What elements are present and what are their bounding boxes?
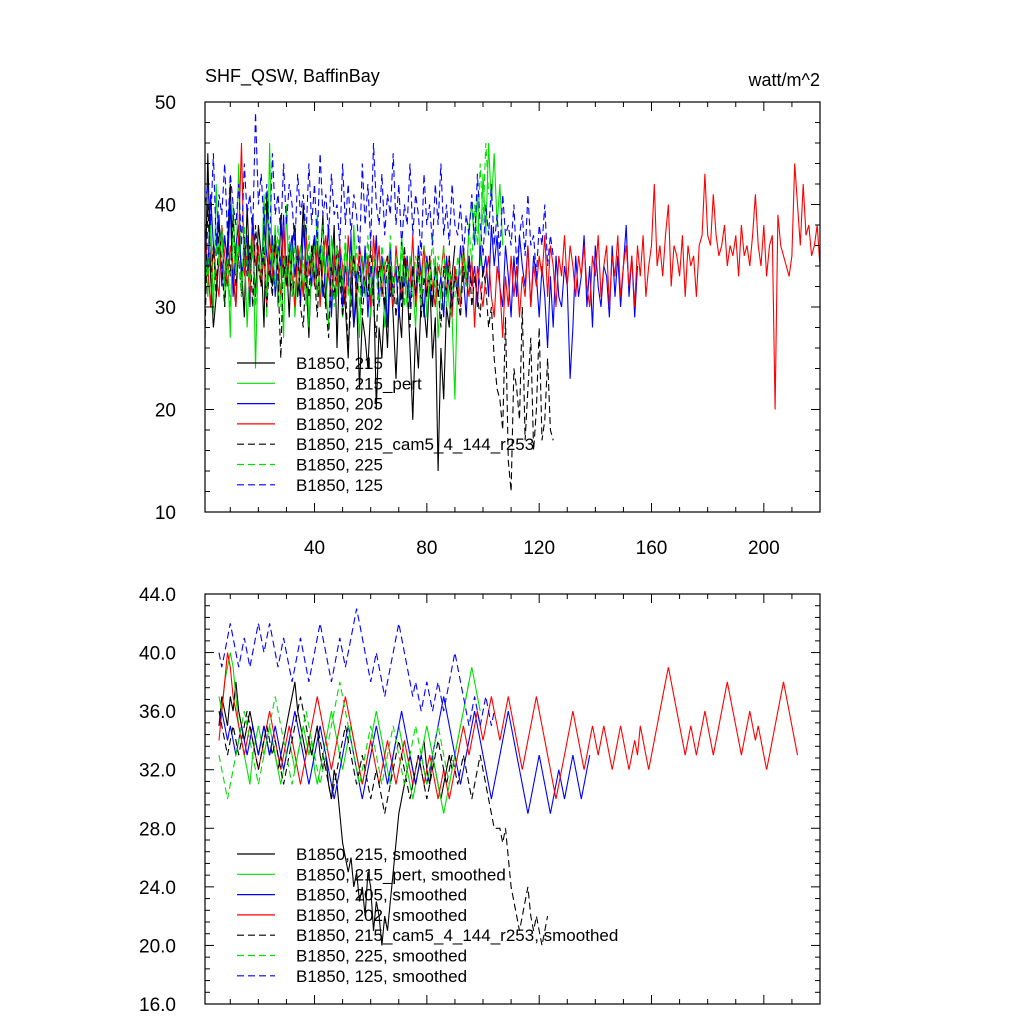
- y-tick-label: 10: [155, 503, 176, 524]
- legend-label: B1850, 205: [296, 395, 383, 414]
- series-line-b1850-125-smoothed: [218, 608, 495, 726]
- bottom-series-group: [218, 608, 799, 946]
- x-tick-label: 160: [636, 538, 668, 559]
- legend-label: B1850, 202, smoothed: [296, 906, 467, 925]
- legend-label: B1850, 205, smoothed: [296, 886, 467, 905]
- y-tick-label: 44.0: [139, 585, 176, 606]
- top-series-group: [204, 112, 821, 492]
- legend-label: B1850, 215: [296, 354, 383, 373]
- y-tick-label: 16.0: [139, 995, 176, 1016]
- top-axes: 10 20 30 40 50 40 80 120 160 200: [155, 93, 821, 559]
- y-tick-label: 50: [155, 93, 176, 114]
- y-tick-label: 30: [155, 298, 176, 319]
- series-line-b1850-225: [204, 142, 490, 308]
- legend-label: B1850, 225, smoothed: [296, 947, 467, 966]
- legend-label: B1850, 125: [296, 476, 383, 495]
- series-line-b1850-215-pert: [204, 142, 504, 400]
- y-tick-label: 32.0: [139, 761, 176, 782]
- legend-label: B1850, 215, smoothed: [296, 845, 467, 864]
- series-line-b1850-202-smoothed: [218, 652, 799, 800]
- legend-label: B1850, 125, smoothed: [296, 967, 467, 986]
- chart-title: SHF_QSW, BaffinBay: [205, 66, 380, 87]
- y-tick-label: 20.0: [139, 936, 176, 957]
- y-tick-label: 40: [155, 196, 176, 217]
- legend-label: B1850, 202: [296, 415, 383, 434]
- series-line-b1850-205-smoothed: [218, 696, 591, 814]
- bottom-axes: 16.0 20.0 24.0 28.0 32.0 36.0 40.0 44.0: [139, 585, 821, 1016]
- x-tick-label: 40: [304, 538, 325, 559]
- bottom-plot-frame: [204, 593, 821, 1005]
- legend-label: B1850, 215_pert, smoothed: [296, 865, 506, 884]
- x-tick-label: 120: [523, 538, 555, 559]
- series-line-b1850-225-smoothed: [218, 681, 470, 800]
- x-tick-label: 80: [416, 538, 437, 559]
- y-tick-label: 40.0: [139, 644, 176, 665]
- series-line-b1850-215-cam5-4-144-r253: [204, 204, 554, 492]
- legend-label: B1850, 225: [296, 456, 383, 475]
- y-tick-label: 24.0: [139, 878, 176, 899]
- series-line-b1850-202: [204, 142, 821, 410]
- top-panel: SHF_QSW, BaffinBay watt/m^2 B1850, 215B1…: [155, 66, 821, 559]
- y-tick-label: 28.0: [139, 819, 176, 840]
- y-tick-label: 20: [155, 401, 176, 422]
- series-line-b1850-215-cam5-4-144-r253-smoothed: [218, 696, 549, 946]
- x-tick-label: 200: [748, 538, 780, 559]
- units-label: watt/m^2: [748, 70, 820, 90]
- legend-label: B1850, 215_pert: [296, 374, 422, 393]
- series-line-b1850-125: [204, 112, 554, 277]
- legend-label: B1850, 215_cam5_4_144_r253, smoothed: [296, 926, 618, 945]
- legend-label: B1850, 215_cam5_4_144_r253: [296, 435, 534, 454]
- y-tick-label: 36.0: [139, 702, 176, 723]
